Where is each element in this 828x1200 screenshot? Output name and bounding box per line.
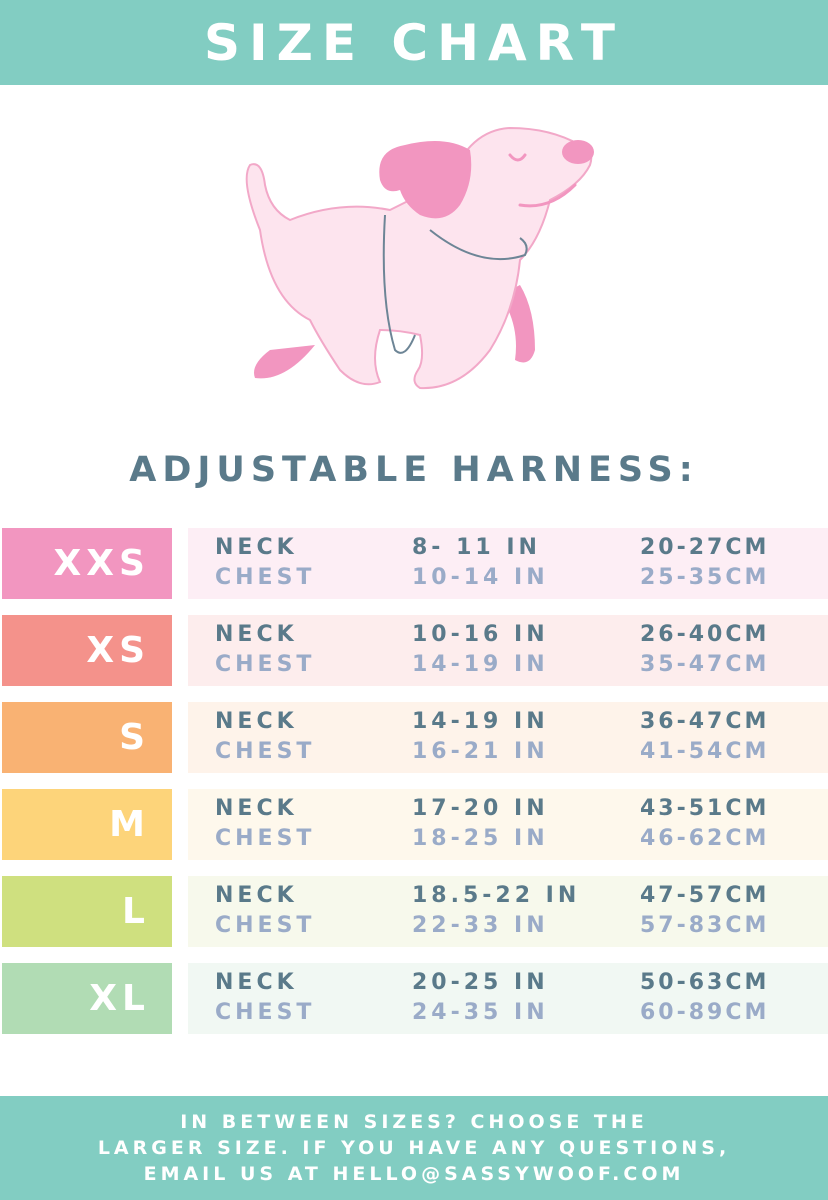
size-row: S NECK 14-19 IN 36-47CM CHEST 16-21 IN 4… xyxy=(0,702,828,773)
chest-label: CHEST xyxy=(215,826,316,851)
size-label: XL xyxy=(2,963,172,1034)
neck-label: NECK xyxy=(215,535,298,560)
size-row: M NECK 17-20 IN 43-51CM CHEST 18-25 IN 4… xyxy=(0,789,828,860)
chest-inches: 18-25 IN xyxy=(412,826,549,851)
neck-row: NECK 17-20 IN 43-51CM xyxy=(188,796,828,826)
neck-inches: 18.5-22 IN xyxy=(412,883,581,908)
neck-cm: 20-27CM xyxy=(640,535,770,560)
neck-cm: 36-47CM xyxy=(640,709,770,734)
neck-row: NECK 20-25 IN 50-63CM xyxy=(188,970,828,1000)
neck-row: NECK 10-16 IN 26-40CM xyxy=(188,622,828,652)
size-row: XL NECK 20-25 IN 50-63CM CHEST 24-35 IN … xyxy=(0,963,828,1034)
chest-row: CHEST 18-25 IN 46-62CM xyxy=(188,826,828,856)
header-banner: SIZE CHART xyxy=(0,0,828,85)
size-label: XS xyxy=(2,615,172,686)
neck-label: NECK xyxy=(215,709,298,734)
measurements: NECK 14-19 IN 36-47CM CHEST 16-21 IN 41-… xyxy=(188,702,828,773)
neck-row: NECK 18.5-22 IN 47-57CM xyxy=(188,883,828,913)
size-row: XS NECK 10-16 IN 26-40CM CHEST 14-19 IN … xyxy=(0,615,828,686)
measurements: NECK 10-16 IN 26-40CM CHEST 14-19 IN 35-… xyxy=(188,615,828,686)
page-title: SIZE CHART xyxy=(203,13,625,72)
measurements: NECK 18.5-22 IN 47-57CM CHEST 22-33 IN 5… xyxy=(188,876,828,947)
chest-inches: 10-14 IN xyxy=(412,565,549,590)
neck-cm: 43-51CM xyxy=(640,796,770,821)
neck-inches: 20-25 IN xyxy=(412,970,549,995)
measurements: NECK 17-20 IN 43-51CM CHEST 18-25 IN 46-… xyxy=(188,789,828,860)
chest-cm: 57-83CM xyxy=(640,913,770,938)
chest-cm: 25-35CM xyxy=(640,565,770,590)
size-label: S xyxy=(2,702,172,773)
neck-label: NECK xyxy=(215,970,298,995)
chest-cm: 35-47CM xyxy=(640,652,770,677)
footer-banner: IN BETWEEN SIZES? CHOOSE THE LARGER SIZE… xyxy=(0,1096,828,1200)
footer-line: LARGER SIZE. IF YOU HAVE ANY QUESTIONS, xyxy=(97,1137,731,1159)
footer-line: IN BETWEEN SIZES? CHOOSE THE xyxy=(180,1111,648,1133)
chest-label: CHEST xyxy=(215,1000,316,1025)
dog-harness-illustration xyxy=(245,126,594,390)
size-row: L NECK 18.5-22 IN 47-57CM CHEST 22-33 IN… xyxy=(0,876,828,947)
size-label: L xyxy=(2,876,172,947)
neck-cm: 26-40CM xyxy=(640,622,770,647)
footer-line: EMAIL US AT HELLO@SASSYWOOF.COM xyxy=(143,1163,685,1185)
chest-label: CHEST xyxy=(215,565,316,590)
neck-inches: 14-19 IN xyxy=(412,709,549,734)
chest-inches: 24-35 IN xyxy=(412,1000,549,1025)
neck-label: NECK xyxy=(215,883,298,908)
chest-inches: 22-33 IN xyxy=(412,913,549,938)
neck-row: NECK 14-19 IN 36-47CM xyxy=(188,709,828,739)
chest-label: CHEST xyxy=(215,913,316,938)
neck-inches: 10-16 IN xyxy=(412,622,549,647)
neck-label: NECK xyxy=(215,622,298,647)
size-row: XXS NECK 8- 11 IN 20-27CM CHEST 10-14 IN… xyxy=(0,528,828,599)
chest-label: CHEST xyxy=(215,739,316,764)
size-label: M xyxy=(2,789,172,860)
chest-row: CHEST 14-19 IN 35-47CM xyxy=(188,652,828,682)
chest-cm: 41-54CM xyxy=(640,739,770,764)
chest-row: CHEST 24-35 IN 60-89CM xyxy=(188,1000,828,1030)
chest-row: CHEST 10-14 IN 25-35CM xyxy=(188,565,828,595)
chest-inches: 16-21 IN xyxy=(412,739,549,764)
chest-row: CHEST 16-21 IN 41-54CM xyxy=(188,739,828,769)
chest-row: CHEST 22-33 IN 57-83CM xyxy=(188,913,828,943)
neck-inches: 8- 11 IN xyxy=(412,535,541,560)
neck-cm: 47-57CM xyxy=(640,883,770,908)
product-subtitle: ADJUSTABLE HARNESS: xyxy=(129,450,699,490)
chest-cm: 60-89CM xyxy=(640,1000,770,1025)
chest-inches: 14-19 IN xyxy=(412,652,549,677)
neck-inches: 17-20 IN xyxy=(412,796,549,821)
size-label: XXS xyxy=(2,528,172,599)
chest-cm: 46-62CM xyxy=(640,826,770,851)
neck-cm: 50-63CM xyxy=(640,970,770,995)
chest-label: CHEST xyxy=(215,652,316,677)
measurements: NECK 8- 11 IN 20-27CM CHEST 10-14 IN 25-… xyxy=(188,528,828,599)
neck-row: NECK 8- 11 IN 20-27CM xyxy=(188,535,828,565)
neck-label: NECK xyxy=(215,796,298,821)
measurements: NECK 20-25 IN 50-63CM CHEST 24-35 IN 60-… xyxy=(188,963,828,1034)
